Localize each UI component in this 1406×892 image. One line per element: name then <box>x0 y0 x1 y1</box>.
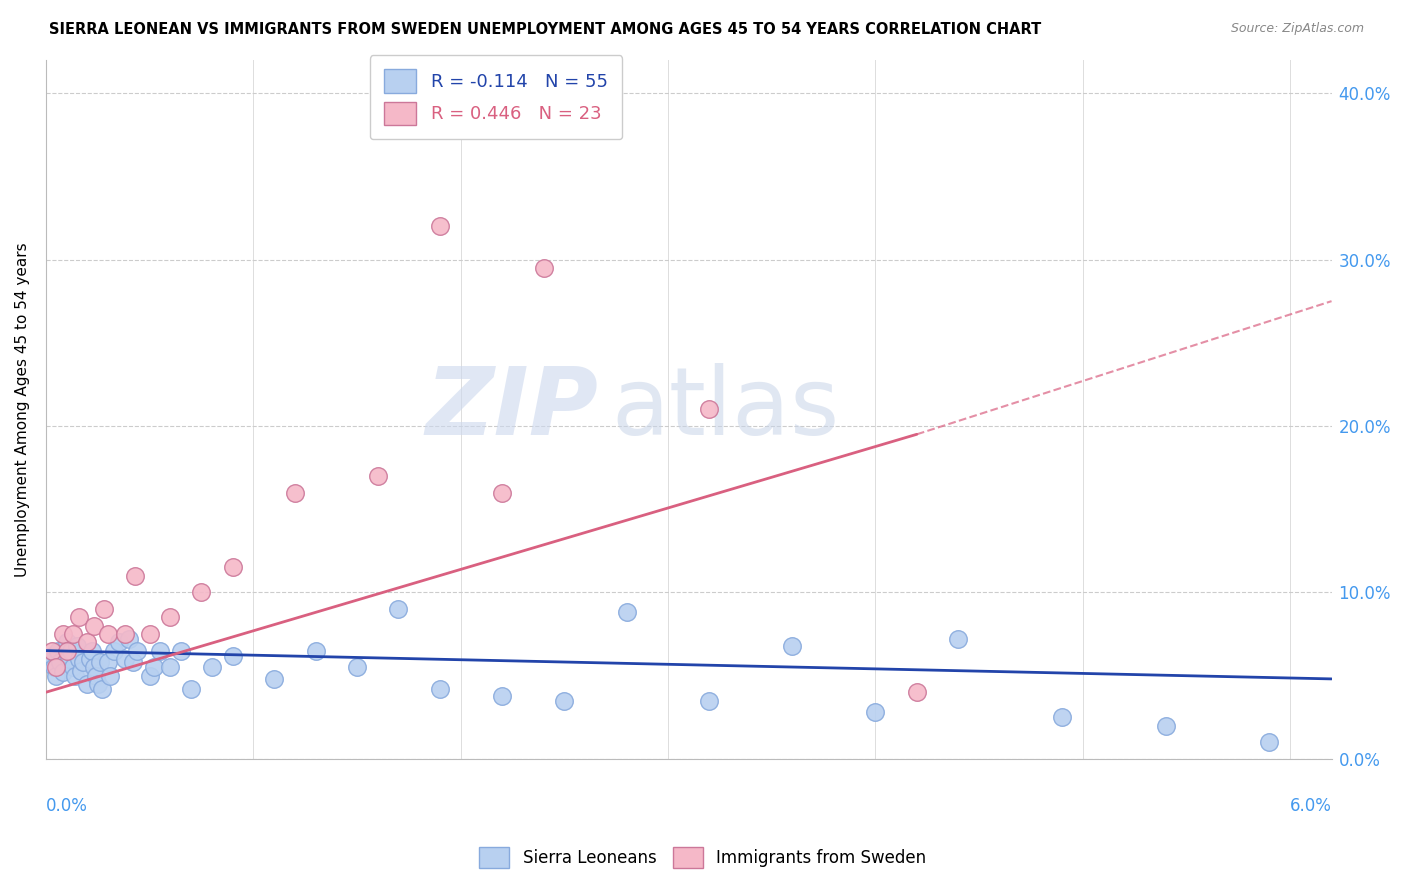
Point <box>48 643 70 657</box>
Point <box>41 643 63 657</box>
Point <box>63 668 86 682</box>
Text: SIERRA LEONEAN VS IMMIGRANTS FROM SWEDEN UNEMPLOYMENT AMONG AGES 45 TO 54 YEARS : SIERRA LEONEAN VS IMMIGRANTS FROM SWEDEN… <box>49 22 1042 37</box>
Point <box>429 681 451 696</box>
Point <box>51 665 73 680</box>
Y-axis label: Unemployment Among Ages 45 to 54 years: Unemployment Among Ages 45 to 54 years <box>15 242 30 576</box>
Point <box>159 660 181 674</box>
Text: Source: ZipAtlas.com: Source: ZipAtlas.com <box>1230 22 1364 36</box>
Point <box>782 639 804 653</box>
Legend: R = -0.114   N = 55, R = 0.446   N = 23: R = -0.114 N = 55, R = 0.446 N = 23 <box>370 55 623 139</box>
Point <box>149 643 172 657</box>
Point <box>699 693 721 707</box>
Text: atlas: atlas <box>612 363 839 455</box>
Point <box>221 560 243 574</box>
Point <box>138 668 160 682</box>
Point <box>190 585 212 599</box>
Point <box>76 635 98 649</box>
Point <box>221 648 243 663</box>
Point <box>553 693 575 707</box>
Point <box>80 643 103 657</box>
Point <box>45 660 67 674</box>
Point <box>66 639 89 653</box>
Point <box>55 635 77 649</box>
Text: 6.0%: 6.0% <box>1289 797 1331 815</box>
Point <box>58 652 80 666</box>
Point <box>59 643 82 657</box>
Point <box>429 219 451 234</box>
Point <box>138 627 160 641</box>
Point <box>387 602 409 616</box>
Point <box>118 632 141 646</box>
Point <box>699 402 721 417</box>
Legend: Sierra Leoneans, Immigrants from Sweden: Sierra Leoneans, Immigrants from Sweden <box>472 840 934 875</box>
Point <box>70 664 93 678</box>
Point <box>284 485 307 500</box>
Point <box>170 643 193 657</box>
Point <box>67 652 90 666</box>
Text: ZIP: ZIP <box>426 363 599 455</box>
Point <box>201 660 224 674</box>
Point <box>616 605 638 619</box>
Point <box>72 655 94 669</box>
Point <box>905 685 928 699</box>
Point <box>45 668 67 682</box>
Point <box>62 660 84 674</box>
Point <box>49 655 72 669</box>
Point <box>41 648 63 663</box>
Point <box>83 660 105 674</box>
Point <box>127 643 149 657</box>
Point <box>1154 718 1177 732</box>
Point <box>93 602 115 616</box>
Point <box>44 660 66 674</box>
Point <box>79 652 101 666</box>
Point <box>367 468 389 483</box>
Point <box>304 643 326 657</box>
Point <box>1258 735 1281 749</box>
Point <box>1050 710 1073 724</box>
Point <box>122 655 145 669</box>
Point <box>97 655 120 669</box>
Point <box>51 627 73 641</box>
Point <box>98 668 121 682</box>
Point <box>159 610 181 624</box>
Point <box>89 655 111 669</box>
Point <box>124 568 146 582</box>
Point <box>84 668 107 682</box>
Point <box>180 681 202 696</box>
Point <box>948 632 970 646</box>
Point <box>491 689 513 703</box>
Point <box>142 660 165 674</box>
Point <box>67 610 90 624</box>
Point <box>62 627 84 641</box>
Point <box>97 627 120 641</box>
Point <box>83 618 105 632</box>
Point <box>114 627 136 641</box>
Point <box>91 681 114 696</box>
Point <box>55 643 77 657</box>
Point <box>87 677 110 691</box>
Point <box>263 672 285 686</box>
Point <box>107 635 129 649</box>
Text: 0.0%: 0.0% <box>46 797 87 815</box>
Point <box>76 677 98 691</box>
Point <box>114 652 136 666</box>
Point <box>865 705 887 719</box>
Point <box>39 655 62 669</box>
Point <box>491 485 513 500</box>
Point <box>533 260 555 275</box>
Point <box>103 643 125 657</box>
Point <box>346 660 368 674</box>
